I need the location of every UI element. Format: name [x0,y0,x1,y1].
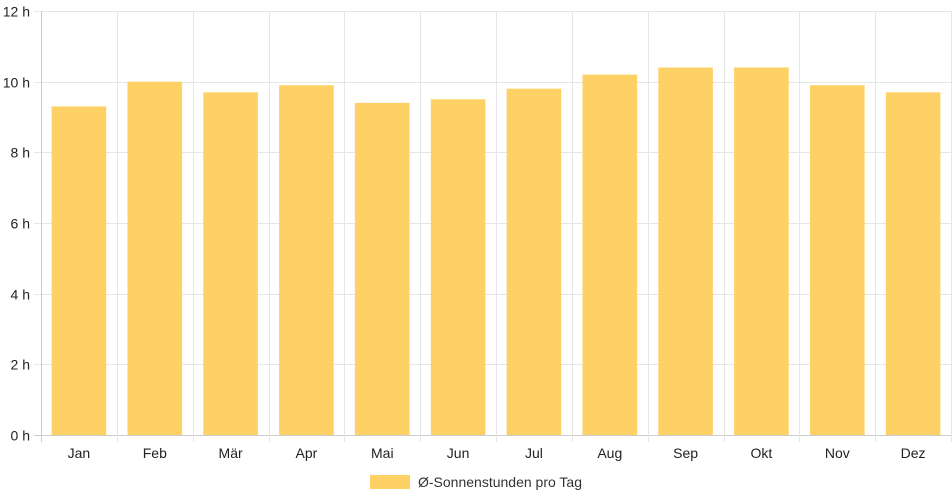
y-tick-label: 6 h [11,216,30,232]
bar-okt[interactable] [734,67,789,436]
x-tick-label: Jul [525,445,543,461]
x-tick-label: Jan [68,445,91,461]
bar-dez[interactable] [885,92,941,436]
x-tick-label: Nov [825,445,850,461]
bar-nov[interactable] [810,85,865,435]
bar-jan[interactable] [51,106,107,436]
y-tick-label: 4 h [11,287,30,303]
bar-layer [51,67,941,436]
x-tick-label: Jun [447,445,470,461]
legend-swatch[interactable] [370,475,410,489]
bar-mär[interactable] [203,92,258,436]
y-tick-label: 0 h [11,428,30,444]
bar-chart: 0 h 2 h 4 h 6 h 8 h 10 h 12 h Jan Feb Mär Apr Mai Ju… [3,4,952,462]
x-tick-label: Mai [371,445,394,461]
x-tick-label: Aug [597,445,622,461]
bar-feb[interactable] [127,81,183,435]
bar-mai[interactable] [354,102,410,436]
legend-label[interactable]: Ø-Sonnenstunden pro Tag [418,474,582,490]
bar-aug[interactable] [582,74,638,435]
x-tick-label: Apr [296,445,318,461]
x-tick-label: Sep [673,445,698,461]
label-layer: 0 h 2 h 4 h 6 h 8 h 10 h 12 h Jan Feb Mär Apr Mai Ju… [3,4,926,462]
y-tick-label: 8 h [11,145,30,161]
grid-layer [34,11,952,442]
bar-jul[interactable] [506,88,562,435]
x-tick-label: Okt [751,445,773,461]
bar-jun[interactable] [430,99,486,436]
y-tick-label: 12 h [3,4,30,20]
bar-apr[interactable] [279,85,334,435]
x-tick-label: Feb [143,445,167,461]
x-tick-label: Mär [219,445,243,461]
legend[interactable]: Ø-Sonnenstunden pro Tag [0,470,952,494]
x-tick-label: Dez [901,445,926,461]
bar-sep[interactable] [658,67,713,436]
y-tick-label: 10 h [3,75,30,91]
y-tick-label: 2 h [11,357,30,373]
